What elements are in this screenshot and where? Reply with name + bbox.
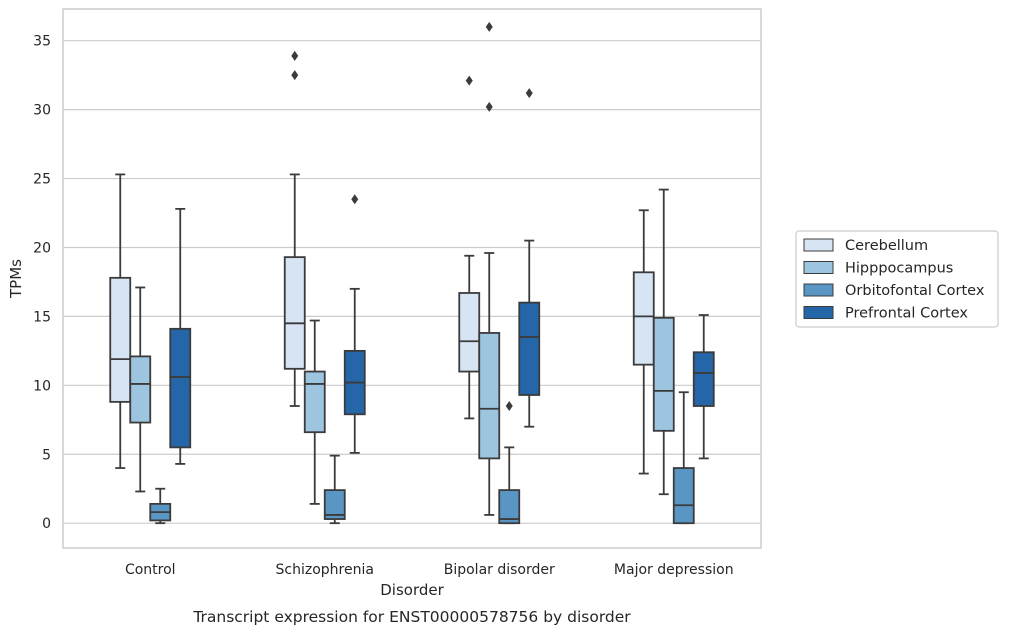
box-1-3 <box>652 188 675 496</box>
box-iqr <box>303 370 326 434</box>
box-iqr <box>632 271 655 366</box>
outlier-point-1 <box>485 101 493 112</box>
box-iqr <box>129 355 152 424</box>
box-1-2 <box>478 21 501 516</box>
box-1-0 <box>129 286 152 493</box>
box-iqr <box>672 467 695 525</box>
legend-label-1: Hipppocampus <box>845 261 953 277</box>
y-tick-label-25: 25 <box>33 172 51 188</box>
plot-frame <box>62 8 762 549</box>
legend-swatch-0 <box>803 238 834 252</box>
x-axis-title: Disorder <box>380 581 444 599</box>
box-3-1 <box>343 194 366 454</box>
legend-label-0: Cerebellum <box>845 238 928 254</box>
box-iqr <box>109 276 132 403</box>
outlier-point-0 <box>351 194 359 205</box>
box-3-3 <box>692 314 715 460</box>
legend-label-2: Orbitofontal Cortex <box>845 283 985 299</box>
box-iqr <box>323 489 346 520</box>
grid-lines <box>63 40 761 524</box>
box-2-1 <box>323 454 346 525</box>
box-3-0 <box>169 207 192 465</box>
outlier-point-0 <box>291 50 299 61</box>
legend-swatch-3 <box>803 306 834 319</box>
y-tick-label-5: 5 <box>42 447 51 463</box>
box-2-2 <box>498 401 521 525</box>
y-tick-label-20: 20 <box>33 240 51 256</box>
outlier-point-1 <box>291 70 299 81</box>
box-0-3 <box>632 209 655 475</box>
box-0-0 <box>109 173 132 469</box>
y-tick-label-15: 15 <box>33 309 51 325</box>
box-2-3 <box>672 391 695 525</box>
outlier-point-0 <box>525 88 533 99</box>
x-tick-label-2: Bipolar disorder <box>444 562 555 578</box>
box-2-0 <box>149 487 172 525</box>
box-iqr <box>169 327 192 449</box>
x-tick-label-0: Control <box>125 562 176 578</box>
x-tick-labels: Control Schizophrenia Bipolar disorder Majo… <box>125 562 734 578</box>
legend-swatch-1 <box>803 261 834 274</box>
y-tick-label-10: 10 <box>33 378 51 394</box>
legend-box <box>795 230 999 328</box>
box-groups <box>109 21 715 525</box>
x-tick-label-1: Schizophrenia <box>276 562 374 578</box>
box-iqr <box>283 256 306 370</box>
box-iqr <box>458 292 481 373</box>
y-axis-title: TPMs <box>7 259 25 299</box>
box-0-1 <box>283 50 306 407</box>
box-1-1 <box>303 319 326 505</box>
legend-swatch-2 <box>803 283 834 297</box>
box-iqr <box>478 332 501 460</box>
chart-caption: Transcript expression for ENST0000057875… <box>192 608 631 626</box>
legend-label-3: Prefrontal Cortex <box>845 306 968 322</box>
box-iqr <box>692 351 715 407</box>
y-tick-label-0: 0 <box>42 516 51 532</box>
y-tick-label-35: 35 <box>33 34 51 50</box>
box-iqr <box>498 489 521 525</box>
y-tick-label-30: 30 <box>33 103 51 119</box>
legend: Cerebellum Hipppocampus Orbitofontal Corte… <box>795 230 999 328</box>
box-iqr <box>652 316 675 432</box>
y-tick-labels: 0 5 10 15 20 25 30 35 <box>33 34 51 532</box>
x-tick-label-3: Major depression <box>614 562 734 578</box>
outlier-point-0 <box>485 21 493 32</box>
box-iqr <box>518 301 541 396</box>
box-3-2 <box>518 88 541 428</box>
outlier-point-0 <box>465 75 473 86</box>
outlier-point-0 <box>505 401 513 412</box>
